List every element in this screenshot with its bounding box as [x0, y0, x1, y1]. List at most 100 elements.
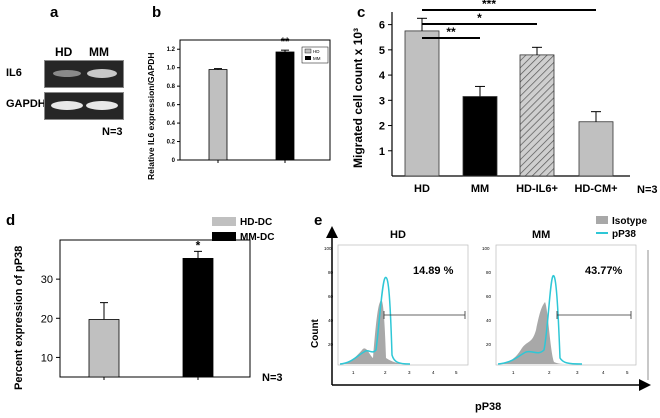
chart-c: 1 2 3 4 5 6 Migrated cell count x 10³ HD MM HD-IL…	[351, 0, 630, 195]
legend-isotype: Isotype	[612, 216, 647, 227]
svg-text:1: 1	[352, 370, 355, 375]
row-label-il6: IL6	[6, 67, 22, 79]
ytick-label-b: 0.6	[167, 103, 176, 109]
plot-frame-d	[59, 239, 251, 378]
legend-swatch-b-mm	[305, 56, 311, 60]
svg-text:3: 3	[576, 370, 579, 375]
bar-d-mm-dc	[182, 257, 214, 378]
ytick-label-d: 10	[41, 352, 53, 364]
hist-line-mm-pp38	[497, 275, 583, 365]
xtick-label-c: HD-IL6+	[516, 183, 558, 195]
legend-swatch-b-hd	[304, 48, 312, 54]
legend-b-mm: MM	[313, 56, 321, 61]
ylabel-c: Migrated cell count x 10³	[351, 28, 365, 168]
panel-c-n-label: N=3	[637, 184, 658, 196]
row-label-gapdh: GAPDH	[6, 98, 46, 110]
legend-b-hd: HD	[313, 49, 320, 54]
svg-text:40: 40	[486, 318, 492, 323]
svg-text:20: 20	[486, 342, 492, 347]
chart-b: 0 0.2 0.4 0.6 0.8 1.0 1.2 Relative IL6 expressi…	[146, 36, 331, 180]
hist-xticks-mm: 1 2 3 4 5	[512, 370, 629, 375]
svg-text:5: 5	[626, 370, 629, 375]
svg-text:3: 3	[408, 370, 411, 375]
hist-line-hd-pp38	[339, 276, 411, 365]
hist-yticks-mm: 100 80 60 40 20	[482, 246, 492, 347]
flow-histograms: Count pP38 Isotype pP38 HD 100 80 60 40 …	[310, 216, 651, 413]
ylabel-b: Relative IL6 expression/GAPDH	[146, 52, 156, 180]
bar-d-hd-dc	[88, 319, 120, 378]
bar-c-hd-cmplus	[578, 121, 614, 177]
legend-swatch-isotype	[596, 216, 608, 224]
ytick-label-d: 30	[41, 274, 53, 286]
ytick-label-c: 5	[379, 45, 385, 57]
significance-b: **	[281, 36, 290, 48]
band-il6-mm	[87, 69, 117, 78]
bar-b-hd	[208, 69, 228, 161]
percent-mm: 43.77%	[585, 265, 623, 277]
significance-label-c: *	[477, 11, 482, 25]
xtick-label-c: HD	[414, 183, 430, 195]
panel-letter-c: c	[357, 4, 366, 21]
svg-text:20: 20	[328, 342, 334, 347]
ytick-label-c: 3	[379, 95, 385, 107]
ytick-label-c: 1	[379, 146, 385, 158]
svg-text:80: 80	[328, 270, 334, 275]
hist-xticks-hd: 1 2 3 4 5	[352, 370, 458, 375]
band-gapdh-hd	[51, 101, 83, 110]
svg-text:80: 80	[486, 270, 492, 275]
panel-letter-a: a	[50, 4, 59, 21]
xtick-label-c: MM	[471, 183, 489, 195]
gel-gapdh	[44, 92, 124, 120]
ytick-label-b: 0.8	[167, 84, 176, 90]
panel-letter-e: e	[314, 212, 323, 229]
plot-frame-b	[179, 39, 331, 161]
ytick-label-c: 6	[379, 20, 385, 32]
legend-d-mm: MM-DC	[240, 232, 274, 243]
bar-c-hd	[404, 30, 440, 177]
hist-frame-mm	[495, 244, 637, 366]
svg-text:60: 60	[328, 294, 334, 299]
bar-c-mm	[462, 96, 498, 177]
svg-text:60: 60	[486, 294, 492, 299]
xtick-label-c: HD-CM+	[574, 183, 617, 195]
panel-d-n-label: N=3	[262, 372, 283, 384]
ytick-label-b: 1.0	[167, 66, 176, 72]
gel-il6	[44, 60, 124, 88]
hist-frame-hd	[337, 244, 469, 366]
ytick-label-c: 4	[379, 70, 386, 82]
svg-text:4: 4	[602, 370, 605, 375]
band-il6-hd	[53, 70, 81, 77]
band-gapdh-mm	[86, 101, 118, 110]
svg-text:2: 2	[384, 370, 387, 375]
svg-text:5: 5	[455, 370, 458, 375]
ytick-label-d: 20	[41, 313, 53, 325]
svg-text:2: 2	[548, 370, 551, 375]
svg-text:100: 100	[324, 246, 332, 251]
legend-pp38: pP38	[612, 229, 636, 240]
svg-text:1: 1	[512, 370, 515, 375]
ylabel-d: Percent expression of pP38	[13, 246, 25, 390]
svg-text:4: 4	[432, 370, 435, 375]
lane-label-mm: MM	[89, 45, 109, 59]
pp38-axis-label: pP38	[475, 401, 501, 413]
percent-hd: 14.89 %	[413, 265, 454, 277]
significance-label-c: ***	[482, 0, 496, 11]
hist-fill-hd-isotype	[340, 299, 404, 364]
legend-swatch-d-hd	[212, 217, 236, 226]
panel-a-n-label: N=3	[102, 126, 123, 138]
svg-text:40: 40	[328, 318, 334, 323]
legend-swatch-d-mm	[212, 232, 236, 241]
hist-yticks-hd: 100 80 60 40 20	[324, 246, 334, 347]
hist-title-mm: MM	[532, 229, 550, 241]
ytick-label-b: 1.2	[167, 47, 176, 53]
bar-c-hd-il6plus	[519, 54, 555, 177]
chart-d: 10 20 30 Percent expression of pP38 * HD-DC MM…	[13, 217, 274, 390]
count-label: Count	[310, 318, 321, 348]
significance-label-c: **	[446, 25, 456, 39]
svg-text:100: 100	[482, 246, 490, 251]
ytick-label-b: 0	[172, 158, 176, 164]
bar-b-mm	[275, 51, 295, 161]
ytick-label-b: 0.2	[167, 140, 176, 146]
hist-title-hd: HD	[390, 229, 406, 241]
ytick-label-b: 0.4	[167, 121, 176, 127]
